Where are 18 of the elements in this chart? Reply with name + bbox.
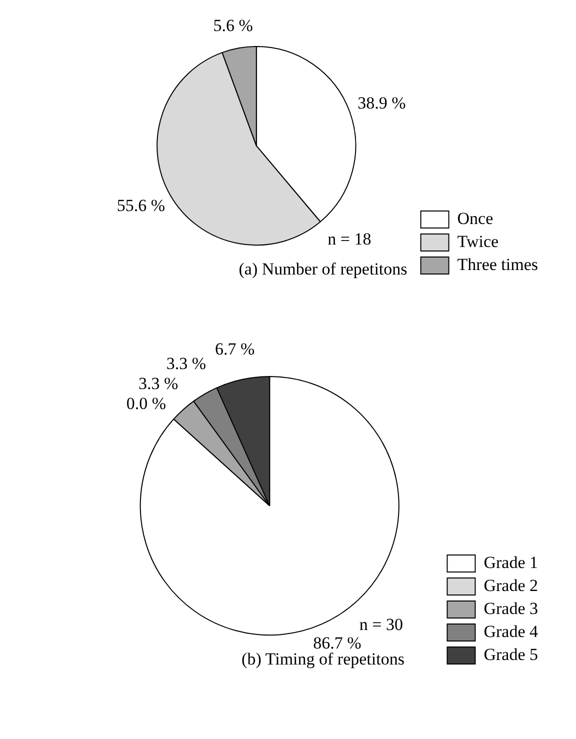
- data-label: 3.3 %: [166, 354, 206, 373]
- text: n = 30: [359, 615, 404, 634]
- legend-label: Three times: [457, 254, 538, 274]
- text: (a) Number of repetitons: [238, 259, 408, 278]
- data-label: 3.3 %: [138, 374, 178, 393]
- legend-label: Grade 3: [484, 598, 538, 618]
- data-label: 38.9 %: [358, 94, 406, 113]
- legend-label: Twice: [457, 232, 499, 251]
- text: n = 18: [328, 230, 372, 249]
- legend-label: Grade 1: [484, 552, 538, 572]
- data-label: 5.6 %: [213, 16, 253, 35]
- legend-label: Grade 4: [484, 622, 538, 641]
- legend-label: Grade 2: [484, 576, 538, 595]
- data-label: 55.6 %: [116, 196, 166, 216]
- data-label: 6.7 %: [215, 339, 255, 358]
- text: 0.0 %: [126, 394, 166, 413]
- legend-label: Grade 5: [484, 644, 538, 664]
- legend-label: Once: [457, 208, 494, 228]
